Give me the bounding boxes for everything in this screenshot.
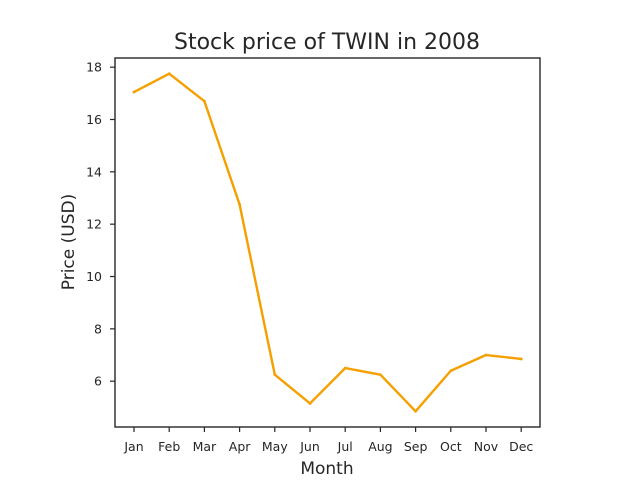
y-tick-label: 18 (86, 60, 102, 75)
y-tick-label: 6 (94, 374, 102, 389)
data-point (519, 357, 523, 361)
x-tick-label: Jun (299, 439, 320, 454)
data-point (449, 369, 453, 373)
data-point (203, 99, 206, 103)
y-tick-label: 16 (86, 112, 102, 127)
y-tick-label: 8 (94, 321, 102, 336)
data-point (379, 373, 382, 377)
series-layer (132, 72, 523, 413)
x-tick-label: Aug (368, 439, 392, 454)
x-axis-label: Month (300, 459, 353, 479)
x-tick-label: May (262, 439, 288, 454)
y-axis-ticks: 6 8 10 12 14 16 18 (86, 60, 115, 389)
x-tick-label: Jul (337, 439, 353, 454)
x-axis-ticks: Jan Feb Mar Apr May Jun Jul Aug Sep Oct Nov Dec (123, 427, 533, 454)
x-tick-label: Dec (509, 439, 533, 454)
x-tick-label: Apr (229, 439, 251, 454)
data-point (167, 72, 171, 76)
x-tick-label: Nov (474, 439, 499, 454)
data-point (343, 366, 347, 370)
y-axis-label: Price (USD) (59, 194, 79, 290)
data-point (132, 90, 136, 94)
y-tick-label: 14 (86, 164, 102, 179)
y-tick-label: 12 (86, 217, 102, 232)
data-point (273, 373, 277, 377)
x-tick-label: Oct (440, 439, 462, 454)
chart-title: Stock price of TWIN in 2008 (174, 30, 480, 55)
data-point (238, 203, 242, 206)
data-point (414, 409, 417, 413)
x-tick-label: Sep (404, 439, 428, 454)
x-tick-label: Feb (158, 439, 180, 454)
x-tick-label: Mar (193, 439, 217, 454)
data-point (308, 402, 312, 405)
y-tick-label: 10 (86, 269, 102, 284)
data-point (484, 353, 488, 357)
plot-area-frame (114, 57, 541, 428)
x-tick-label: Jan (123, 439, 143, 454)
series-line (132, 72, 523, 413)
